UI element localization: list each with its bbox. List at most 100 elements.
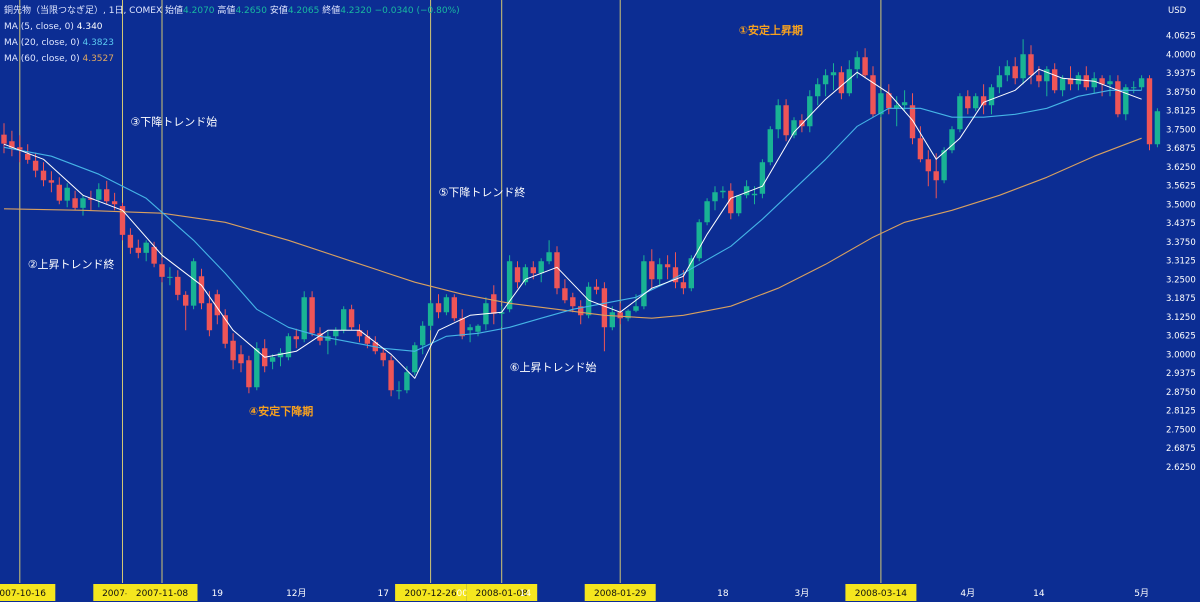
candle-up <box>1107 81 1113 85</box>
y-tick-label: 4.0000 <box>1166 50 1196 60</box>
candle-up <box>973 96 979 109</box>
date-tag-label: 2008-03-14 <box>855 589 908 599</box>
candle-down <box>183 294 189 306</box>
candle-up <box>625 310 631 319</box>
candle-up <box>467 327 473 331</box>
chart-annotation: ②上昇トレンド終 <box>28 257 115 271</box>
candle-down <box>491 294 497 314</box>
y-tick-label: 3.8125 <box>1166 107 1196 117</box>
legend-ma5-label: MA (5, close, 0) <box>4 22 74 32</box>
candle-down <box>246 360 252 388</box>
candle-down <box>364 336 371 344</box>
candle-down <box>783 105 789 136</box>
chart-legend: 銅先物（当限つなぎ足）, 1日, COMEX 始値4.2070 高値4.2650… <box>4 3 460 67</box>
legend-close-label: 終値 <box>322 6 341 16</box>
legend-ma20-label: MA (20, close, 0) <box>4 38 80 48</box>
date-tag-label: 2008-01-29 <box>594 589 647 599</box>
candle-up <box>412 345 418 373</box>
date-tag-label: 2007-11-08 <box>136 589 189 599</box>
candle-up <box>285 336 292 358</box>
ma20-line <box>3 89 1142 352</box>
candle-up <box>759 162 766 194</box>
candle-up <box>254 348 260 388</box>
candle-up <box>941 150 947 181</box>
candle-up <box>846 69 852 94</box>
x-tick-label: 4月 <box>960 588 975 599</box>
candle-down <box>17 147 23 150</box>
date-tag-label: 2008-01-08 <box>476 589 529 599</box>
candle-down <box>222 315 228 344</box>
candle-down <box>56 184 62 201</box>
candle-down <box>617 312 623 319</box>
candle-up <box>396 390 402 392</box>
candle-up <box>807 96 813 127</box>
x-tick-label: 5月 <box>1134 588 1149 599</box>
candle-down <box>198 276 205 304</box>
candle-up <box>1138 78 1145 88</box>
candle-up <box>894 105 900 109</box>
y-tick-label: 3.1875 <box>1166 294 1196 304</box>
candle-down <box>925 159 931 172</box>
candle-down <box>25 153 31 160</box>
x-tick-label: 3月 <box>795 588 810 599</box>
candle-up <box>538 261 544 274</box>
candle-down <box>88 198 94 200</box>
candle-down <box>593 286 600 290</box>
candle-down <box>649 261 655 280</box>
y-tick-label: 3.0000 <box>1166 350 1196 360</box>
candle-up <box>775 105 781 130</box>
x-tick-label: 14 <box>1033 589 1045 599</box>
candle-up <box>325 336 331 341</box>
candle-up <box>830 72 837 76</box>
candle-up <box>688 258 694 289</box>
candle-up <box>1091 78 1097 88</box>
y-tick-label: 2.7500 <box>1166 425 1196 435</box>
candle-up <box>167 276 173 278</box>
y-tick-label: 3.3750 <box>1166 238 1196 248</box>
candle-down <box>175 276 181 295</box>
candle-up <box>712 192 718 202</box>
candle-down <box>111 201 118 205</box>
candle-up <box>64 187 70 201</box>
legend-ma20-row[interactable]: MA (20, close, 0) 4.3823 <box>4 35 460 51</box>
legend-ma60-row[interactable]: MA (60, close, 0) 4.3527 <box>4 51 460 67</box>
candle-down <box>672 267 679 283</box>
currency-label: USD <box>1168 6 1187 16</box>
candle-up <box>657 264 663 280</box>
date-tag <box>584 584 656 601</box>
legend-ma5-row[interactable]: MA (5, close, 0) 4.340 <box>4 19 460 35</box>
candle-down <box>104 189 110 202</box>
candle-down <box>1 134 7 144</box>
candle-up <box>704 201 710 223</box>
legend-open-value: 4.2070 <box>183 6 215 16</box>
candle-down <box>238 354 244 364</box>
ma60-line <box>3 137 1142 319</box>
candle-down <box>1052 69 1058 91</box>
y-tick-label: 2.8750 <box>1166 388 1196 398</box>
candle-down <box>1115 81 1121 115</box>
legend-open-label: 始値 <box>165 6 184 16</box>
candle-down <box>1083 75 1089 88</box>
candle-up <box>80 198 86 208</box>
candle-up <box>822 75 829 85</box>
candle-up <box>696 222 702 259</box>
candle-down <box>356 330 363 337</box>
chart-annotation: ④安定下降期 <box>249 404 313 418</box>
candle-down <box>388 360 394 391</box>
candle-up <box>341 309 347 331</box>
candle-up <box>585 286 592 316</box>
candle-up <box>333 330 339 337</box>
chart-annotation: ⑥上昇トレンド始 <box>510 360 597 374</box>
candle-down <box>48 180 55 183</box>
candle-down <box>917 138 924 160</box>
candle-up <box>767 129 773 163</box>
candle-down <box>380 352 386 361</box>
y-tick-label: 2.6250 <box>1166 463 1196 473</box>
y-tick-label: 3.5000 <box>1166 200 1196 210</box>
candle-up <box>1044 69 1050 82</box>
candle-down <box>1012 66 1018 79</box>
chart-annotation: ③下降トレンド始 <box>130 115 217 129</box>
candle-down <box>728 190 734 214</box>
